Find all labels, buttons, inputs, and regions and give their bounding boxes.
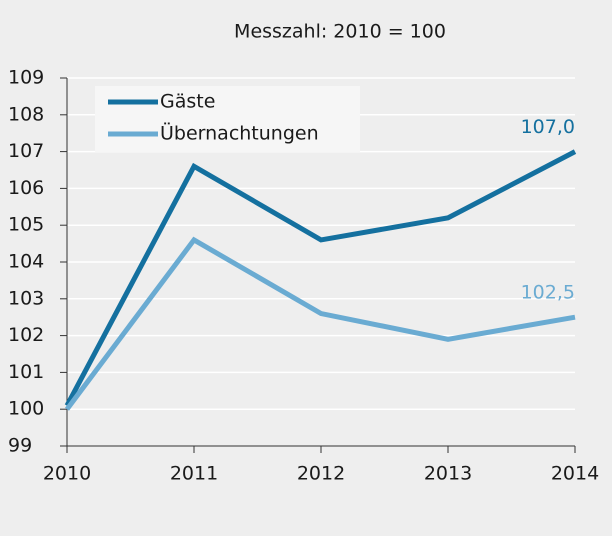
chart-title: Messzahl: 2010 = 100 bbox=[234, 21, 446, 43]
y-tick-label: 102 bbox=[8, 324, 44, 346]
series-line bbox=[65, 236, 576, 411]
y-tick-label: 101 bbox=[8, 361, 44, 383]
y-tick-label: 100 bbox=[8, 398, 44, 420]
value-label: 107,0 bbox=[521, 116, 575, 138]
x-tick-label: 2013 bbox=[424, 463, 472, 485]
x-tick-label: 2010 bbox=[43, 463, 91, 485]
legend-label: Gäste bbox=[160, 91, 215, 113]
x-tick-label: 2012 bbox=[297, 463, 345, 485]
y-tick-label: 99 bbox=[8, 435, 32, 457]
y-tick-label: 105 bbox=[8, 214, 44, 236]
y-tick-label: 107 bbox=[8, 140, 44, 162]
series-line bbox=[64, 149, 577, 407]
y-tick-label: 103 bbox=[8, 287, 44, 309]
y-tick-label: 108 bbox=[8, 103, 44, 125]
value-label: 102,5 bbox=[521, 282, 575, 304]
x-tick-label: 2014 bbox=[551, 463, 599, 485]
y-tick-label: 106 bbox=[8, 177, 44, 199]
y-tick-label: 104 bbox=[8, 251, 44, 273]
legend-box bbox=[95, 86, 360, 152]
legend-label: Übernachtungen bbox=[160, 122, 319, 145]
x-tick-label: 2011 bbox=[170, 463, 218, 485]
y-tick-label: 109 bbox=[8, 67, 44, 89]
